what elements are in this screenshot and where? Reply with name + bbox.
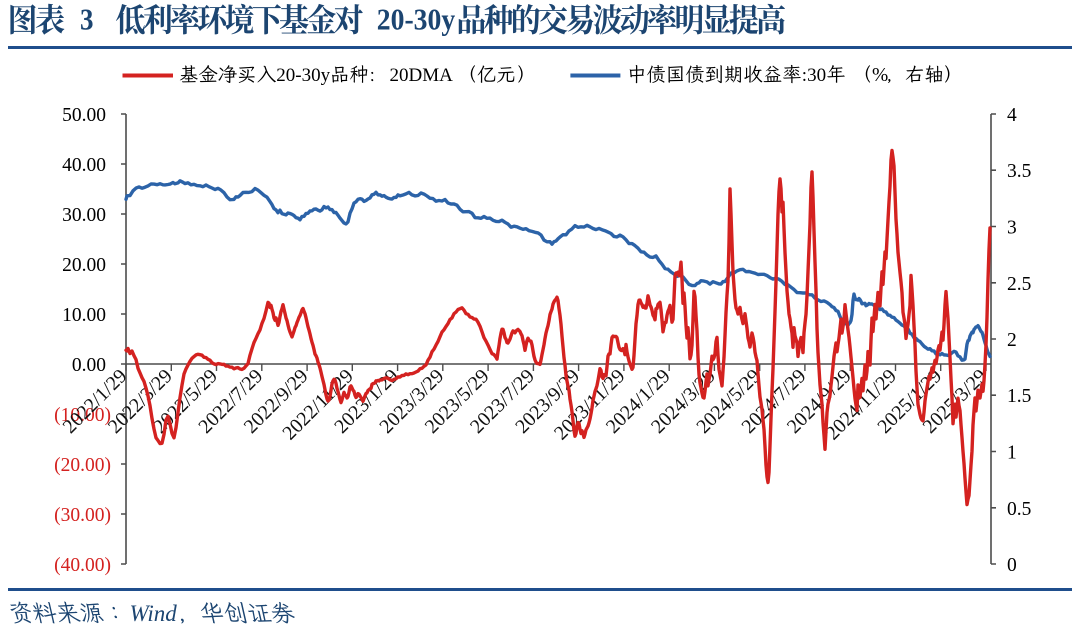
- svg-text:3: 3: [80, 2, 94, 37]
- svg-text:(10.00): (10.00): [54, 405, 111, 426]
- svg-text:10.00: 10.00: [62, 305, 106, 326]
- svg-text:0.5: 0.5: [1007, 499, 1031, 520]
- svg-text:1: 1: [1007, 443, 1017, 464]
- svg-text:(30.00): (30.00): [54, 505, 111, 526]
- svg-text:(20.00): (20.00): [54, 455, 111, 476]
- svg-text:4: 4: [1007, 105, 1017, 126]
- svg-text:50.00: 50.00: [62, 105, 106, 126]
- svg-text:30.00: 30.00: [62, 205, 106, 226]
- svg-text:1.5: 1.5: [1007, 386, 1031, 407]
- svg-text::30: :30: [802, 65, 826, 86]
- svg-text:%: %: [872, 65, 888, 86]
- svg-text:3.5: 3.5: [1007, 161, 1031, 182]
- svg-text:20-30y: 20-30y: [377, 2, 456, 37]
- svg-text:2.5: 2.5: [1007, 274, 1031, 295]
- svg-text:0: 0: [1007, 555, 1017, 576]
- svg-text:0.00: 0.00: [72, 355, 106, 376]
- svg-text:40.00: 40.00: [62, 155, 106, 176]
- svg-text:(40.00): (40.00): [54, 555, 111, 576]
- svg-text:20.00: 20.00: [62, 255, 106, 276]
- svg-text:2: 2: [1007, 330, 1017, 351]
- svg-text:Wind: Wind: [130, 601, 178, 626]
- svg-text:20-30y: 20-30y: [276, 65, 330, 86]
- svg-text:3: 3: [1007, 218, 1017, 239]
- svg-text:20DMA: 20DMA: [390, 65, 454, 86]
